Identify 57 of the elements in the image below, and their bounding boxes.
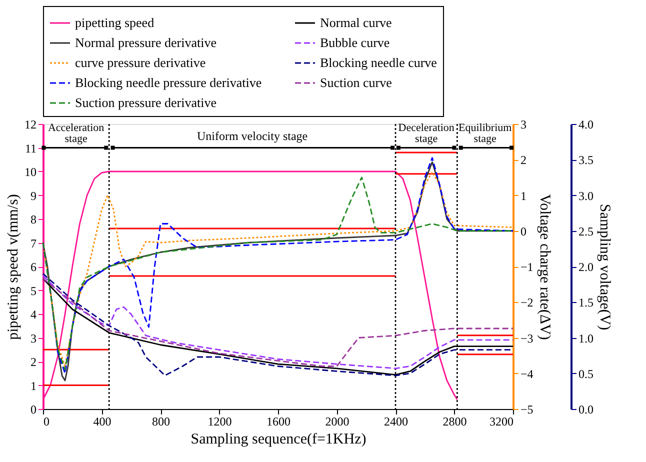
y2-tick-label: 1 bbox=[520, 188, 526, 203]
y-tick-label: 1 bbox=[30, 378, 36, 393]
y-tick-label: 4 bbox=[30, 308, 36, 322]
y-tick-label: 3 bbox=[30, 331, 36, 346]
legend-label: Suction pressure derivative bbox=[75, 95, 217, 110]
y-tick-label: 11 bbox=[24, 141, 36, 156]
x-tick-label: 2000 bbox=[325, 414, 350, 428]
x-tick-label: 3200 bbox=[490, 414, 514, 428]
legend-label: Suction curve bbox=[320, 75, 392, 90]
legend-label: Blocking needle curve bbox=[320, 55, 438, 70]
y2-tick-label: −2 bbox=[520, 296, 534, 310]
legend-label: pipetting speed bbox=[75, 15, 155, 30]
y3-tick-label: 0.0 bbox=[578, 402, 594, 416]
x-tick-label: 0 bbox=[44, 414, 50, 428]
annotation: Equilibrium stage bbox=[458, 122, 512, 145]
y3-tick-label: 2.0 bbox=[578, 260, 594, 274]
legend-label: Blocking needle pressure derivative bbox=[75, 75, 262, 90]
x-tick-label: 400 bbox=[93, 414, 112, 428]
y-tick-label: 8 bbox=[30, 212, 36, 226]
y-tick-label: 5 bbox=[30, 284, 36, 298]
y-tick-label: 6 bbox=[30, 260, 36, 274]
legend-label: curve pressure derivative bbox=[75, 55, 206, 70]
y2-tick-label: −5 bbox=[520, 402, 534, 416]
y3-tick-label: 1.0 bbox=[578, 331, 594, 346]
y3-tick-label: 3.5 bbox=[578, 153, 594, 168]
y3-tick-label: 1.5 bbox=[578, 296, 594, 310]
y2-tick-label: 3 bbox=[520, 118, 526, 132]
x-tick-label: 800 bbox=[152, 414, 170, 428]
annotation: Uniform velocity stage bbox=[196, 128, 308, 143]
x-tick-label: 1600 bbox=[266, 414, 290, 428]
y3-tick-label: 0.5 bbox=[578, 366, 594, 381]
y-axis-title: pipetting speed v(mm/s) bbox=[6, 194, 22, 340]
y2-tick-label: 2 bbox=[520, 153, 526, 168]
y-tick-label: 0 bbox=[30, 402, 36, 416]
y2-tick-label: −4 bbox=[520, 366, 534, 381]
y2-tick-label: −3 bbox=[520, 331, 534, 346]
annotation: Acceleration stage bbox=[48, 122, 105, 145]
y3-tick-label: 3.0 bbox=[578, 188, 594, 203]
legend-label: Bubble curve bbox=[320, 35, 390, 50]
y3-axis-title: Sampling voltage(V) bbox=[596, 204, 612, 330]
y-tick-label: 7 bbox=[30, 236, 36, 250]
x-tick-label: 2400 bbox=[384, 414, 408, 428]
annotation: Deceleration stage bbox=[398, 122, 455, 145]
legend-label: Normal curve bbox=[320, 15, 392, 30]
y2-axis-title: Voltage charge rate(ΔV) bbox=[536, 194, 552, 340]
x-tick-label: 1200 bbox=[208, 414, 232, 428]
y-tick-label: 10 bbox=[24, 165, 36, 179]
x-tick-label: 2800 bbox=[442, 414, 467, 428]
legend-label: Normal pressure derivative bbox=[75, 35, 217, 50]
y3-tick-label: 2.5 bbox=[578, 224, 594, 238]
y-tick-label: 12 bbox=[24, 118, 36, 132]
y-tick-label: 2 bbox=[30, 355, 36, 369]
y2-tick-label: 0 bbox=[520, 224, 526, 238]
x-axis-title: Sampling sequence(f=1KHz) bbox=[190, 432, 366, 448]
y-tick-label: 9 bbox=[30, 188, 36, 203]
y2-tick-label: −1 bbox=[520, 260, 534, 274]
y3-tick-label: 4.0 bbox=[578, 118, 594, 132]
